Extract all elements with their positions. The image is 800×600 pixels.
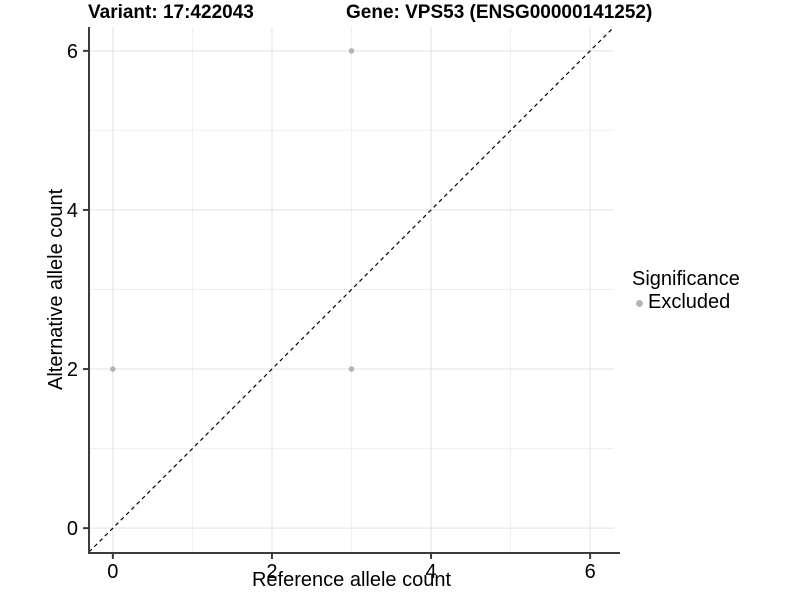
data-point [110, 366, 116, 372]
x-tick-label: 2 [266, 561, 277, 583]
y-tick-label: 6 [67, 41, 78, 63]
identity-reference-line [88, 26, 615, 553]
y-tick-label: 0 [67, 518, 78, 540]
legend-title: Significance [632, 268, 740, 290]
data-point [348, 48, 355, 54]
legend-item-label: Excluded [648, 291, 731, 313]
x-tick-label: 0 [107, 561, 118, 583]
legend: Significance Excluded [632, 268, 740, 314]
x-tick-label: 4 [425, 561, 436, 583]
excluded-marker-icon [636, 299, 643, 307]
x-tick-label: 6 [585, 561, 596, 583]
y-axis-label: Alternative allele count [45, 188, 67, 391]
y-tick-label: 2 [67, 359, 78, 381]
data-point [348, 366, 355, 372]
plot-title-gene: Gene: VPS53 (ENSG00000141252) [346, 2, 653, 23]
y-tick-label: 4 [67, 200, 78, 222]
legend-item-excluded: Excluded [632, 291, 740, 314]
x-axis-label: Reference allele count [251, 569, 451, 591]
plot-title-variant: Variant: 17:422043 [88, 2, 254, 23]
